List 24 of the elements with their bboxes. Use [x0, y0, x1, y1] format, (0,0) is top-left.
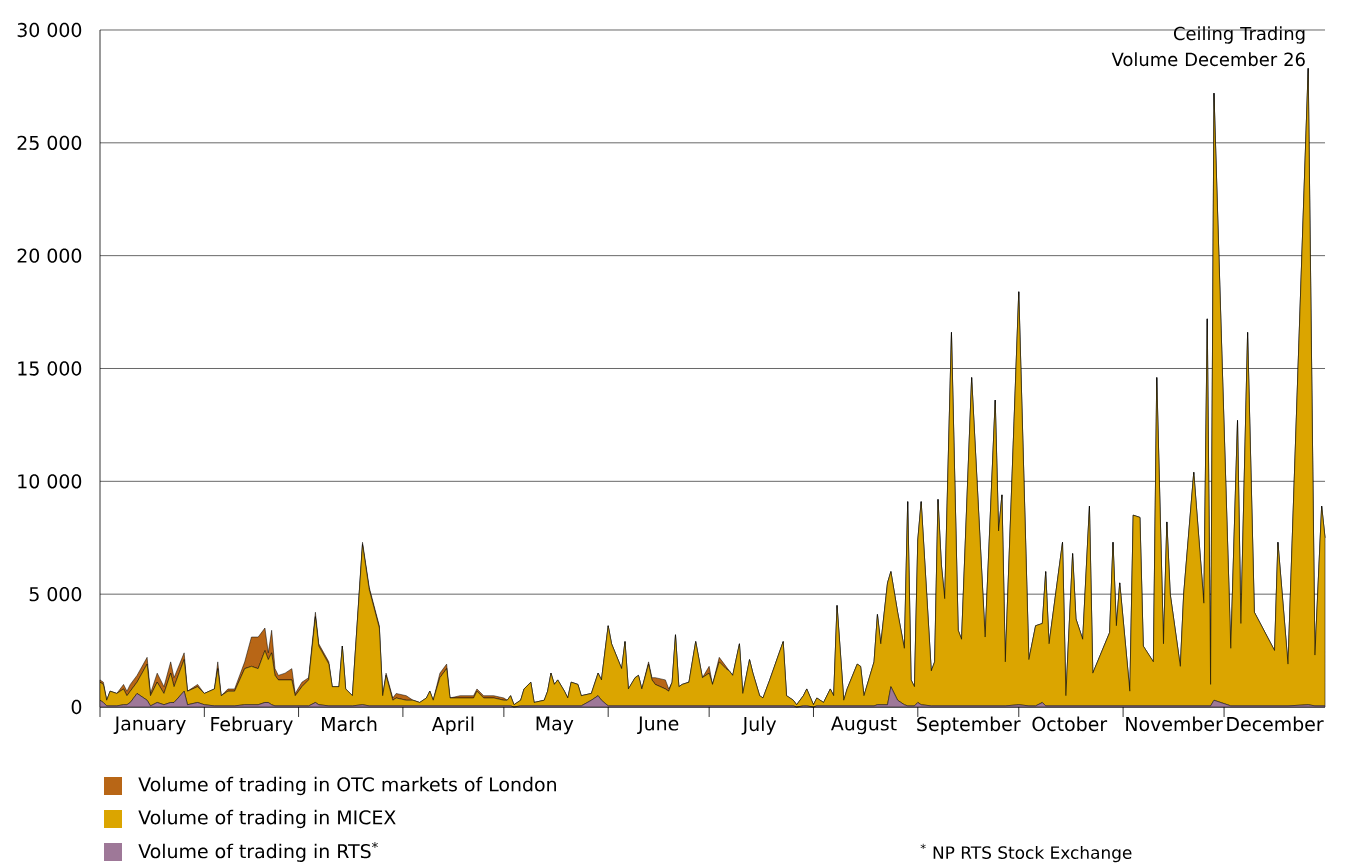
text: $^{*}$ NP RTS Stock Exchange: [920, 843, 1132, 863]
x-tick-label: August: [830, 716, 897, 735]
y-tick-label: 30 000: [17, 22, 82, 38]
legend-label: Volume of trading in OTC markets of London: [138, 776, 556, 796]
x-tick-label: July: [741, 716, 777, 735]
x-tick-label: September: [917, 716, 1021, 735]
y-tick-label: 5 000: [29, 587, 82, 602]
y-tick-label: 20 000: [17, 248, 82, 263]
y-tick-label: 25 000: [17, 135, 82, 150]
x-tick-label: November: [1126, 716, 1223, 732]
y-tick-label: 10 000: [18, 474, 82, 489]
x-tick-label: April: [431, 716, 474, 735]
x-tick-label: December: [1227, 716, 1324, 732]
legend-label: Volume of trading in RTS$^{*}$: [138, 842, 378, 863]
x-tick-label: January: [113, 716, 186, 735]
x-tick-label: October: [1032, 716, 1108, 732]
annotation: Ceiling Trading Volume December 26: [1111, 26, 1305, 67]
x-tick-label: February: [211, 716, 293, 735]
x-tick-label: May: [536, 716, 574, 735]
y-tick-label: 0: [71, 699, 82, 715]
x-tick-label: March: [322, 716, 377, 732]
y-tick-label: 15 000: [18, 361, 82, 376]
x-tick-label: June: [637, 716, 679, 735]
legend-label: Volume of trading in MICEX: [138, 809, 396, 829]
